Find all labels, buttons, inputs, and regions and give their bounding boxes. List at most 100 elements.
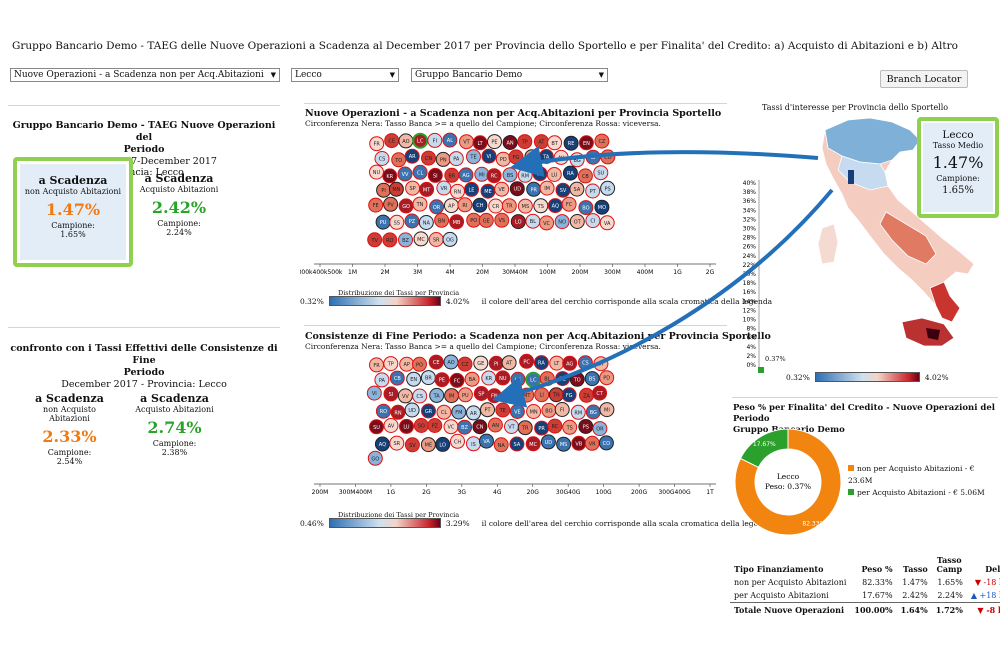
bubble-tr[interactable]: TR	[501, 198, 517, 214]
bubble-go[interactable]: GO	[367, 450, 383, 466]
bubble-me[interactable]: ME	[420, 437, 436, 453]
bubble-pr[interactable]: PR	[526, 181, 542, 197]
bubble-ge[interactable]: GE	[473, 355, 489, 371]
bubble-at[interactable]: AT	[533, 134, 549, 150]
calabria-region[interactable]	[929, 281, 961, 323]
bubble-ao[interactable]: AO	[443, 354, 459, 370]
bubble-pa[interactable]: PA	[374, 372, 390, 388]
bubble-mb[interactable]: MB	[449, 214, 465, 230]
bubble-ro[interactable]: RO	[375, 403, 391, 419]
bubble-tn[interactable]: TN	[412, 196, 428, 212]
bubble-mo[interactable]: MO	[594, 199, 610, 215]
bubble-lt[interactable]: LT	[549, 355, 565, 371]
bubble-mi[interactable]: MI	[474, 166, 490, 182]
bubble-sr[interactable]: SR	[389, 435, 405, 451]
bubble-pi[interactable]: PI	[376, 182, 392, 198]
bubble-va[interactable]: VA	[599, 215, 615, 231]
bubble-vr[interactable]: VR	[584, 435, 600, 451]
bubble-is[interactable]: IS	[466, 436, 481, 452]
bubble-or[interactable]: OR	[592, 421, 608, 437]
bubble-pe[interactable]: PE	[434, 372, 450, 388]
bubble-lu[interactable]: LU	[546, 167, 562, 182]
bubble-im[interactable]: IM	[539, 180, 555, 196]
bubble-ar[interactable]: AR	[466, 405, 481, 421]
bubble-ud[interactable]: UD	[509, 181, 525, 197]
bubble-en[interactable]: EN	[406, 371, 422, 387]
bubble-te[interactable]: TE	[495, 402, 511, 418]
bubble-lo[interactable]: LO	[435, 436, 451, 452]
bubble-ve[interactable]: VE	[509, 404, 525, 419]
bubble-mi[interactable]: MI	[599, 402, 615, 418]
bubble-at[interactable]: AT	[501, 355, 517, 371]
bubble-pc[interactable]: PC	[519, 353, 535, 369]
bubble-na[interactable]: NA	[418, 215, 434, 230]
bubble-pn[interactable]: PN	[435, 151, 451, 167]
branch-locator-button[interactable]: Branch Locator	[880, 70, 968, 88]
bubble-sa[interactable]: SA	[509, 436, 525, 452]
bubble-pi[interactable]: PI	[488, 355, 504, 371]
bubble-vb[interactable]: VB	[571, 435, 587, 451]
bubble-si[interactable]: SI	[383, 386, 399, 402]
bubble-br[interactable]: BR	[444, 167, 460, 183]
bubble-bo[interactable]: BO	[578, 200, 594, 216]
bubble-ud[interactable]: UD	[404, 402, 420, 418]
bubble-su[interactable]: SU	[593, 165, 609, 181]
bubble-no[interactable]: NO	[554, 214, 570, 230]
bubble-so[interactable]: SO	[413, 418, 429, 433]
bubble-cn[interactable]: CN	[472, 419, 488, 435]
central-south-regions[interactable]	[879, 211, 937, 265]
bubble-cl[interactable]: CL	[436, 404, 452, 420]
bubble-po[interactable]: PO	[412, 356, 427, 372]
bubble-mn[interactable]: MN	[526, 404, 542, 419]
bubble-bl[interactable]: BL	[525, 213, 541, 229]
provincia-select[interactable]: Lecco ▼	[291, 68, 399, 82]
bubble-sv[interactable]: SV	[555, 182, 571, 198]
bubble-ud[interactable]: UD	[540, 434, 556, 450]
bubble-vv[interactable]: VV	[397, 166, 413, 182]
bubble-ro[interactable]: RO	[382, 232, 398, 248]
bubble-ce[interactable]: CE	[428, 354, 444, 370]
bubble-lc[interactable]: LC	[412, 132, 429, 149]
bubble-le[interactable]: LE	[510, 371, 526, 387]
bubble-cz[interactable]: CZ	[457, 356, 473, 372]
bubble-ce[interactable]: CE	[384, 133, 400, 149]
bubble-ap[interactable]: AP	[443, 198, 459, 214]
bubble-bs[interactable]: BS	[584, 371, 600, 387]
bubble-si[interactable]: SI	[427, 167, 443, 183]
bubble-mt[interactable]: MT	[519, 387, 535, 403]
bubble-sv[interactable]: SV	[404, 437, 420, 453]
bubble-sp[interactable]: SP	[473, 386, 489, 401]
bubble-cn[interactable]: CN	[421, 150, 436, 166]
bubble-al[interactable]: AL	[442, 132, 458, 148]
bubble-ms[interactable]: MS	[517, 198, 533, 214]
bubble-gr[interactable]: GR	[532, 166, 548, 182]
bubble-bg[interactable]: BG	[569, 152, 585, 168]
bubble-cz[interactable]: CZ	[594, 133, 610, 149]
bubble-av[interactable]: AV	[553, 149, 569, 165]
bubble-pv[interactable]: PV	[383, 196, 399, 212]
donut-slice-1[interactable]	[739, 428, 789, 469]
bubble-sr[interactable]: SR	[428, 232, 444, 247]
bubble-rm[interactable]: RM	[570, 404, 586, 420]
bubble-sa[interactable]: SA	[569, 181, 585, 197]
bubble-fr[interactable]: FR	[369, 357, 384, 373]
bubble-pu[interactable]: PU	[375, 214, 391, 230]
bubble-vs[interactable]: VS	[494, 212, 510, 228]
bubble-pz[interactable]: PZ	[427, 418, 443, 433]
bubble-pd[interactable]: PD	[599, 370, 615, 386]
bubble-va[interactable]: VA	[479, 433, 494, 449]
bubble-su[interactable]: SU	[369, 419, 384, 435]
bubble-ta[interactable]: TA	[538, 149, 554, 164]
donut-slice-0[interactable]	[734, 428, 842, 536]
bubble-fg[interactable]: FG	[561, 387, 577, 403]
bubble-vi[interactable]: VI	[366, 385, 382, 401]
bubble-pd[interactable]: PD	[495, 151, 511, 167]
sardinia-region[interactable]	[817, 223, 839, 265]
bubble-ot[interactable]: OT	[569, 214, 585, 229]
bubble-av[interactable]: AV	[383, 418, 399, 433]
bubble-mt[interactable]: MT	[419, 181, 435, 197]
bubble-cs[interactable]: CS	[577, 355, 593, 371]
bubble-tp[interactable]: TP	[517, 134, 533, 150]
bubble-ms[interactable]: MS	[556, 436, 572, 452]
bubble-pr[interactable]: PR	[534, 420, 550, 436]
